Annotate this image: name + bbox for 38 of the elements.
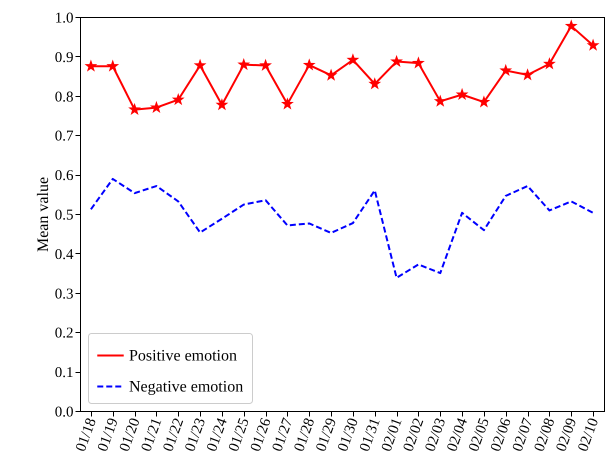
point	[368, 77, 382, 90]
point	[324, 68, 338, 81]
y-tick-label: 0.6	[54, 168, 74, 184]
point	[84, 60, 98, 72]
point	[172, 93, 185, 106]
y-tick-label: 0.8	[54, 89, 74, 106]
point	[302, 58, 316, 70]
point	[412, 56, 425, 69]
legend-label: Negative emotion	[129, 378, 244, 396]
point	[499, 64, 512, 76]
point	[456, 88, 468, 100]
y-tick-label: 0.9	[54, 50, 74, 66]
point	[194, 58, 206, 71]
point	[237, 58, 250, 70]
point	[543, 57, 556, 70]
y-tick-label: 0.2	[54, 326, 74, 342]
y-tick-label: 0.3	[54, 286, 74, 302]
y-tick-label: 1.0	[54, 10, 74, 26]
y-tick-label: 0.5	[54, 208, 74, 224]
point	[150, 100, 163, 114]
legend-label: Positive emotion	[129, 348, 237, 364]
point	[390, 54, 403, 67]
y-tick-label: 0.4	[54, 246, 74, 263]
y-tick-label: 0.0	[54, 404, 74, 420]
point	[521, 68, 534, 80]
point	[106, 60, 120, 72]
point	[259, 58, 272, 71]
point	[346, 53, 360, 66]
x-tick-label: 02/10	[575, 416, 602, 454]
y-tick-label: 0.7	[54, 128, 74, 145]
point	[564, 19, 578, 32]
y-tick-label: 0.1	[54, 365, 74, 382]
point	[216, 98, 228, 110]
point	[281, 97, 294, 110]
point	[128, 102, 141, 116]
y-axis-title: Mean value	[34, 176, 52, 252]
point	[586, 38, 600, 51]
line-series	[90, 178, 594, 279]
